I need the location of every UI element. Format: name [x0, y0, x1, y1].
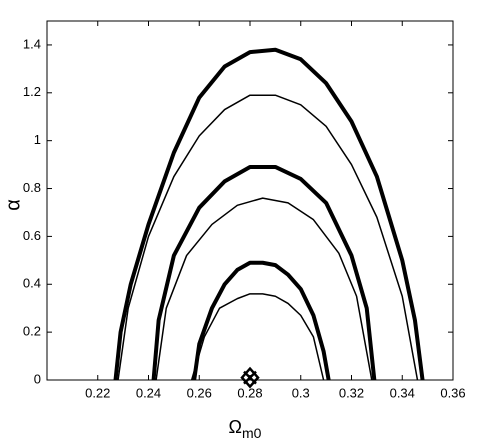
y-tick-label: 0.6 [23, 228, 41, 243]
y-tick-label: 1.2 [23, 84, 41, 99]
contour-line [192, 260, 331, 381]
x-label-sub: m0 [242, 425, 262, 441]
y-tick-label: 1.4 [23, 36, 41, 51]
x-tick-label: 0.24 [136, 385, 161, 400]
contour-line [113, 47, 425, 381]
contour-line [190, 293, 325, 381]
contour-line [117, 94, 419, 381]
x-tick-label: 0.26 [187, 385, 212, 400]
plot-frame [46, 20, 454, 381]
x-tick-label: 0.36 [440, 385, 465, 400]
y-tick-label: 0 [34, 371, 41, 386]
x-tick-label: 0.22 [85, 385, 110, 400]
contour-line [155, 197, 373, 381]
x-tick-label: 0.32 [339, 385, 364, 400]
y-tick-label: 0.8 [23, 180, 41, 195]
marker-part [243, 370, 257, 385]
x-tick-label: 0.34 [390, 385, 415, 400]
y-axis-label: α [2, 199, 24, 211]
y-tick-label: 1 [34, 132, 41, 147]
contour-line [151, 164, 377, 381]
y-tick-label: 0.4 [23, 276, 41, 291]
x-tick-label: 0.28 [237, 385, 262, 400]
marker-part [240, 366, 260, 389]
x-tick-label: 0.3 [292, 385, 310, 400]
x-label-main: Ω [229, 417, 242, 437]
x-axis-label: Ωm0 [229, 417, 262, 441]
best-fit-marker [240, 366, 260, 389]
y-tick-label: 0.2 [23, 324, 41, 339]
